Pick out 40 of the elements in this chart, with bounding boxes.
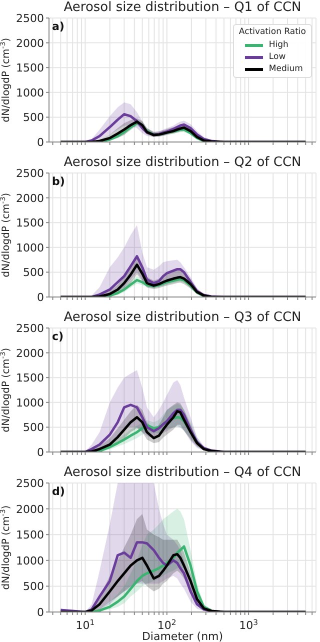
y-tick-label: 2000 (16, 36, 44, 50)
y-tick-label: 1500 (16, 528, 44, 542)
y-tick-label: 1000 (16, 396, 44, 410)
legend-label: High (268, 39, 288, 51)
y-tick-label: 0 (37, 606, 44, 619)
y-tick-label: 1500 (16, 62, 44, 75)
annotation: c) (52, 330, 64, 343)
chart-title: Aerosol size distribution – Q2 of CCN (62, 155, 302, 171)
legend-title: Activation Ratio (238, 27, 306, 37)
y-tick-label: 2500 (16, 477, 44, 490)
y-tick-label: 1500 (16, 372, 44, 385)
annotation: a) (52, 20, 64, 33)
y-tick-label: 1000 (16, 554, 44, 568)
y-tick-label: 500 (23, 580, 44, 594)
chart-title: Aerosol size distribution – Q1 of CCN (62, 0, 302, 16)
y-tick-label: 0 (37, 291, 44, 304)
y-tick-label: 2500 (16, 12, 44, 25)
y-tick-label: 500 (23, 111, 44, 124)
y-tick-label: 2000 (16, 192, 44, 205)
x-tick-label: 10$^{1}$ (76, 618, 95, 632)
y-tick-label: 500 (23, 266, 44, 280)
y-tick-label: 2000 (16, 502, 44, 516)
x-tick-label: 10$^{2}$ (157, 618, 176, 632)
legend-label: Low (268, 51, 286, 63)
x-tick-label: 10$^{3}$ (239, 618, 258, 632)
annotation: b) (52, 175, 65, 188)
y-tick-label: 2000 (16, 346, 44, 360)
legend-label: Medium (268, 63, 303, 75)
y-tick-label: 1500 (16, 216, 44, 230)
y-tick-label: 1000 (16, 241, 44, 254)
y-tick-label: 2500 (16, 167, 44, 180)
chart-title: Aerosol size distribution – Q4 of CCN (62, 465, 302, 481)
y-tick-label: 2500 (16, 322, 44, 335)
annotation: d) (52, 485, 65, 498)
x-axis-title: Diameter (nm) (142, 630, 224, 642)
chart-title: Aerosol size distribution – Q3 of CCN (62, 310, 302, 326)
y-tick-label: 500 (23, 421, 44, 434)
y-tick-label: 0 (37, 136, 44, 149)
y-tick-label: 0 (37, 446, 44, 459)
y-tick-label: 1000 (16, 86, 44, 100)
